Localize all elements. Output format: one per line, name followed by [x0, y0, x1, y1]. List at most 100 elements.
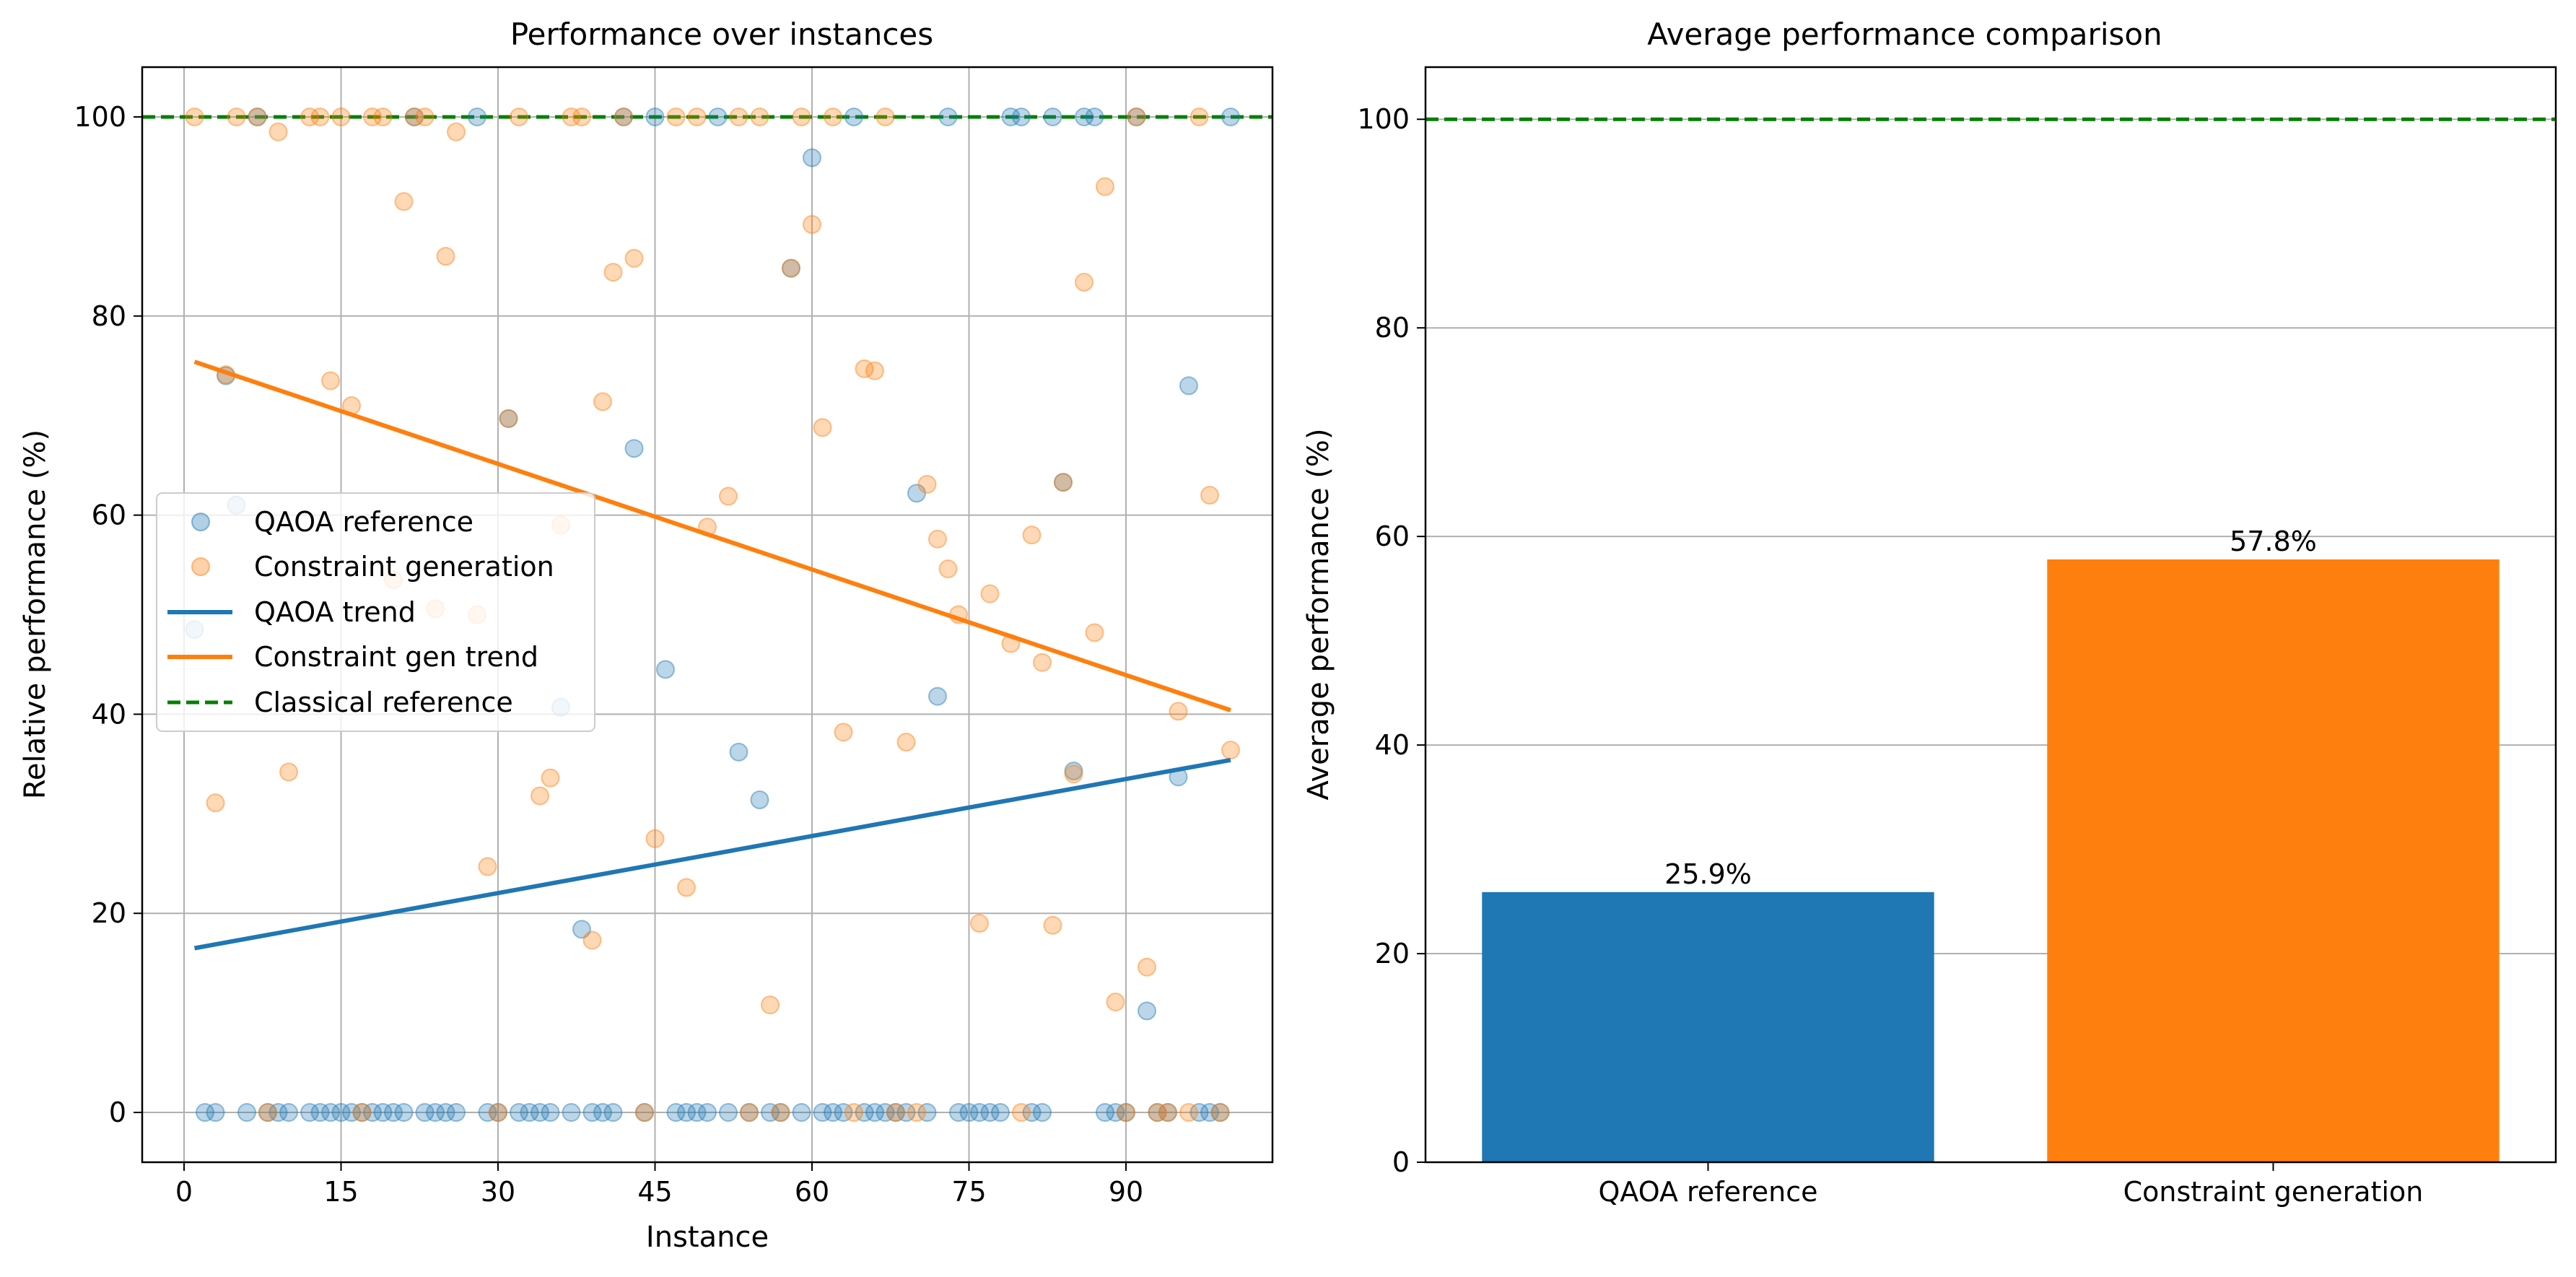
scatter-point-qaoa-reference	[938, 107, 958, 126]
scatter-point-qaoa-reference	[824, 1103, 842, 1123]
scatter-point-qaoa-reference	[1085, 107, 1104, 126]
scatter-point-qaoa-reference	[1033, 1103, 1052, 1123]
scatter-point-qaoa-reference	[949, 1103, 968, 1123]
scatter-point-constraint-generation	[771, 1103, 790, 1123]
scatter-point-qaoa-reference	[258, 1103, 277, 1123]
scatter-point-constraint-generation	[729, 107, 748, 126]
scatter-point-qaoa-reference	[447, 1103, 466, 1123]
trend-line-qaoa-trend	[193, 757, 1231, 951]
scatter-point-constraint-generation	[582, 930, 602, 950]
scatter-point-qaoa-reference	[782, 258, 800, 278]
scatter-point-qaoa-reference	[635, 1103, 654, 1123]
scatter-point-constraint-generation	[907, 1103, 926, 1123]
scatter-point-constraint-generation	[980, 584, 1000, 603]
scatter-point-constraint-generation	[206, 793, 225, 813]
scatter-point-constraint-generation	[321, 371, 340, 391]
scatter-point-qaoa-reference	[614, 107, 633, 126]
bar-value-label-qaoa-reference: 25.9%	[1664, 858, 1752, 890]
scatter-points-constraint-generation	[185, 107, 1240, 1123]
bar-constraint-generation	[2047, 559, 2499, 1162]
bar-bars	[1482, 559, 2499, 1162]
scatter-point-constraint-generation	[185, 107, 204, 126]
scatter-point-qaoa-reference	[645, 107, 665, 126]
scatter-point-constraint-generation	[562, 107, 581, 126]
bar-y-ticks: 0 20 40 60 80 100	[1357, 103, 1425, 1178]
scatter-y-tick-label: 80	[92, 300, 126, 332]
scatter-point-constraint-generation	[499, 409, 518, 428]
scatter-point-constraint-generation	[970, 914, 989, 933]
scatter-x-tick-label: 75	[951, 1176, 986, 1208]
bar-x-ticks: QAOA reference Constraint generation	[1599, 1162, 2424, 1208]
scatter-point-qaoa-reference	[991, 1103, 1010, 1123]
scatter-point-qaoa-reference	[468, 107, 486, 126]
scatter-point-qaoa-reference	[1054, 473, 1073, 492]
bar-y-axis-label: Average performance (%)	[1302, 428, 1335, 800]
scatter-point-qaoa-reference	[980, 1103, 1000, 1123]
scatter-point-qaoa-reference	[834, 1103, 853, 1123]
scatter-point-constraint-generation	[886, 1103, 905, 1123]
scatter-point-constraint-generation	[719, 487, 738, 506]
scatter-point-qaoa-reference	[331, 1103, 351, 1123]
scatter-point-constraint-generation	[1169, 702, 1188, 721]
scatter-x-tick-label: 30	[481, 1176, 515, 1208]
scatter-point-qaoa-reference	[593, 1103, 612, 1123]
scatter-y-ticks: 0 20 40 60 80 100	[74, 101, 142, 1128]
bar-axes-frame	[1424, 66, 2557, 1164]
scatter-point-constraint-generation	[917, 474, 937, 494]
scatter-point-constraint-generation	[1022, 526, 1042, 545]
scatter-y-axis-label: Relative performance (%)	[19, 430, 52, 799]
bar-x-tick-label-constraint-generation: Constraint generation	[2123, 1176, 2424, 1208]
scatter-point-qaoa-reference	[300, 1103, 319, 1123]
scatter-point-qaoa-reference	[394, 1103, 414, 1123]
legend-label-constraint-generation: Constraint generation	[254, 551, 554, 583]
scatter-point-constraint-generation	[447, 122, 466, 141]
scatter-point-constraint-generation	[310, 107, 330, 126]
scatter-point-qaoa-reference	[405, 107, 424, 126]
bar-title: Average performance comparison	[1647, 17, 2162, 52]
scatter-point-qaoa-reference	[206, 1103, 225, 1123]
legend-box	[156, 492, 595, 732]
scatter-point-qaoa-reference	[499, 409, 518, 428]
scatter-point-qaoa-reference	[740, 1103, 759, 1123]
trend-line-constraint-gen-trend	[193, 359, 1231, 712]
scatter-point-constraint-generation	[478, 857, 497, 876]
legend-marker-constraint-generation	[191, 557, 210, 576]
scatter-point-qaoa-reference	[196, 1103, 214, 1123]
scatter-point-constraint-generation	[1075, 272, 1093, 292]
scatter-point-qaoa-reference	[792, 1103, 811, 1123]
scatter-point-qaoa-reference	[624, 439, 644, 458]
scatter-point-qaoa-reference	[1012, 107, 1031, 126]
scatter-point-qaoa-reference	[687, 1103, 707, 1123]
scatter-point-constraint-generation	[1043, 915, 1062, 935]
bar-y-tick-label: 60	[1375, 520, 1410, 552]
scatter-point-constraint-generation	[1221, 741, 1240, 760]
scatter-point-qaoa-reference	[1022, 1103, 1042, 1123]
scatter-point-constraint-generation	[624, 248, 644, 268]
scatter-point-constraint-generation	[373, 107, 393, 126]
scatter-point-qaoa-reference	[1148, 1103, 1167, 1123]
scatter-point-qaoa-reference	[478, 1103, 497, 1123]
scatter-point-qaoa-reference	[917, 1103, 937, 1123]
scatter-point-constraint-generation	[938, 559, 958, 579]
scatter-point-qaoa-reference	[750, 790, 769, 810]
bar-y-tick-label: 40	[1375, 729, 1410, 761]
scatter-point-qaoa-reference	[237, 1103, 256, 1123]
scatter-point-constraint-generation	[258, 1103, 277, 1123]
scatter-point-qaoa-reference	[1138, 1001, 1156, 1021]
scatter-point-qaoa-reference	[959, 1103, 979, 1123]
scatter-point-qaoa-reference	[1096, 1103, 1114, 1123]
scatter-axes-frame	[141, 66, 1274, 1164]
scatter-point-constraint-generation	[1189, 107, 1209, 126]
scatter-point-qaoa-reference	[363, 1103, 382, 1123]
scatter-y-tick-label: 20	[92, 897, 126, 929]
scatter-point-constraint-generation	[635, 1103, 654, 1123]
scatter-point-constraint-generation	[803, 214, 821, 234]
scatter-point-constraint-generation	[593, 392, 612, 411]
scatter-point-qaoa-reference	[1117, 1103, 1135, 1123]
scatter-point-qaoa-reference	[970, 1103, 989, 1123]
legend-label-constraint-gen-trend: Constraint gen trend	[254, 641, 538, 673]
scatter-point-qaoa-reference	[352, 1103, 372, 1123]
scatter-point-constraint-generation	[248, 107, 267, 126]
bar-y-tick-label: 20	[1375, 938, 1410, 969]
